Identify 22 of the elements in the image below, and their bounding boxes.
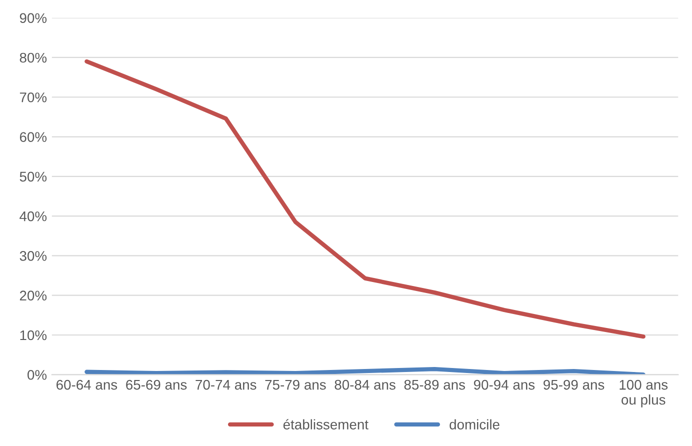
y-tick-label: 40%: [20, 211, 47, 222]
y-tick-label: 10%: [20, 330, 47, 340]
y-tick-label: 80%: [20, 52, 47, 63]
x-tick-label: 100 ans ou plus: [620, 380, 668, 408]
x-tick-label: 90-94 ans: [474, 380, 535, 390]
y-tick-label: 50%: [20, 172, 47, 182]
line-series: [84, 59, 646, 339]
x-tick-label: 65-69 ans: [126, 380, 187, 390]
x-tick-label: 75-79 ans: [265, 380, 326, 390]
y-tick-label: 30%: [20, 251, 47, 261]
y-tick-label: 20%: [20, 290, 47, 301]
legend-label: établissement: [283, 419, 368, 430]
x-tick-label: 70-74 ans: [196, 380, 256, 390]
legend-label: domicile: [450, 419, 500, 430]
x-tick-label: 95-99 ans: [544, 380, 604, 390]
x-tick-label: 60-64 ans: [56, 380, 118, 390]
x-tick-label: 80-84 ans: [334, 380, 396, 390]
y-tick-label: 90%: [20, 13, 47, 24]
y-tick-label: 60%: [20, 132, 47, 142]
y-tick-label: 0%: [28, 370, 47, 380]
y-tick-label: 70%: [20, 92, 47, 102]
x-tick-label: 85-89 ans: [404, 380, 466, 390]
